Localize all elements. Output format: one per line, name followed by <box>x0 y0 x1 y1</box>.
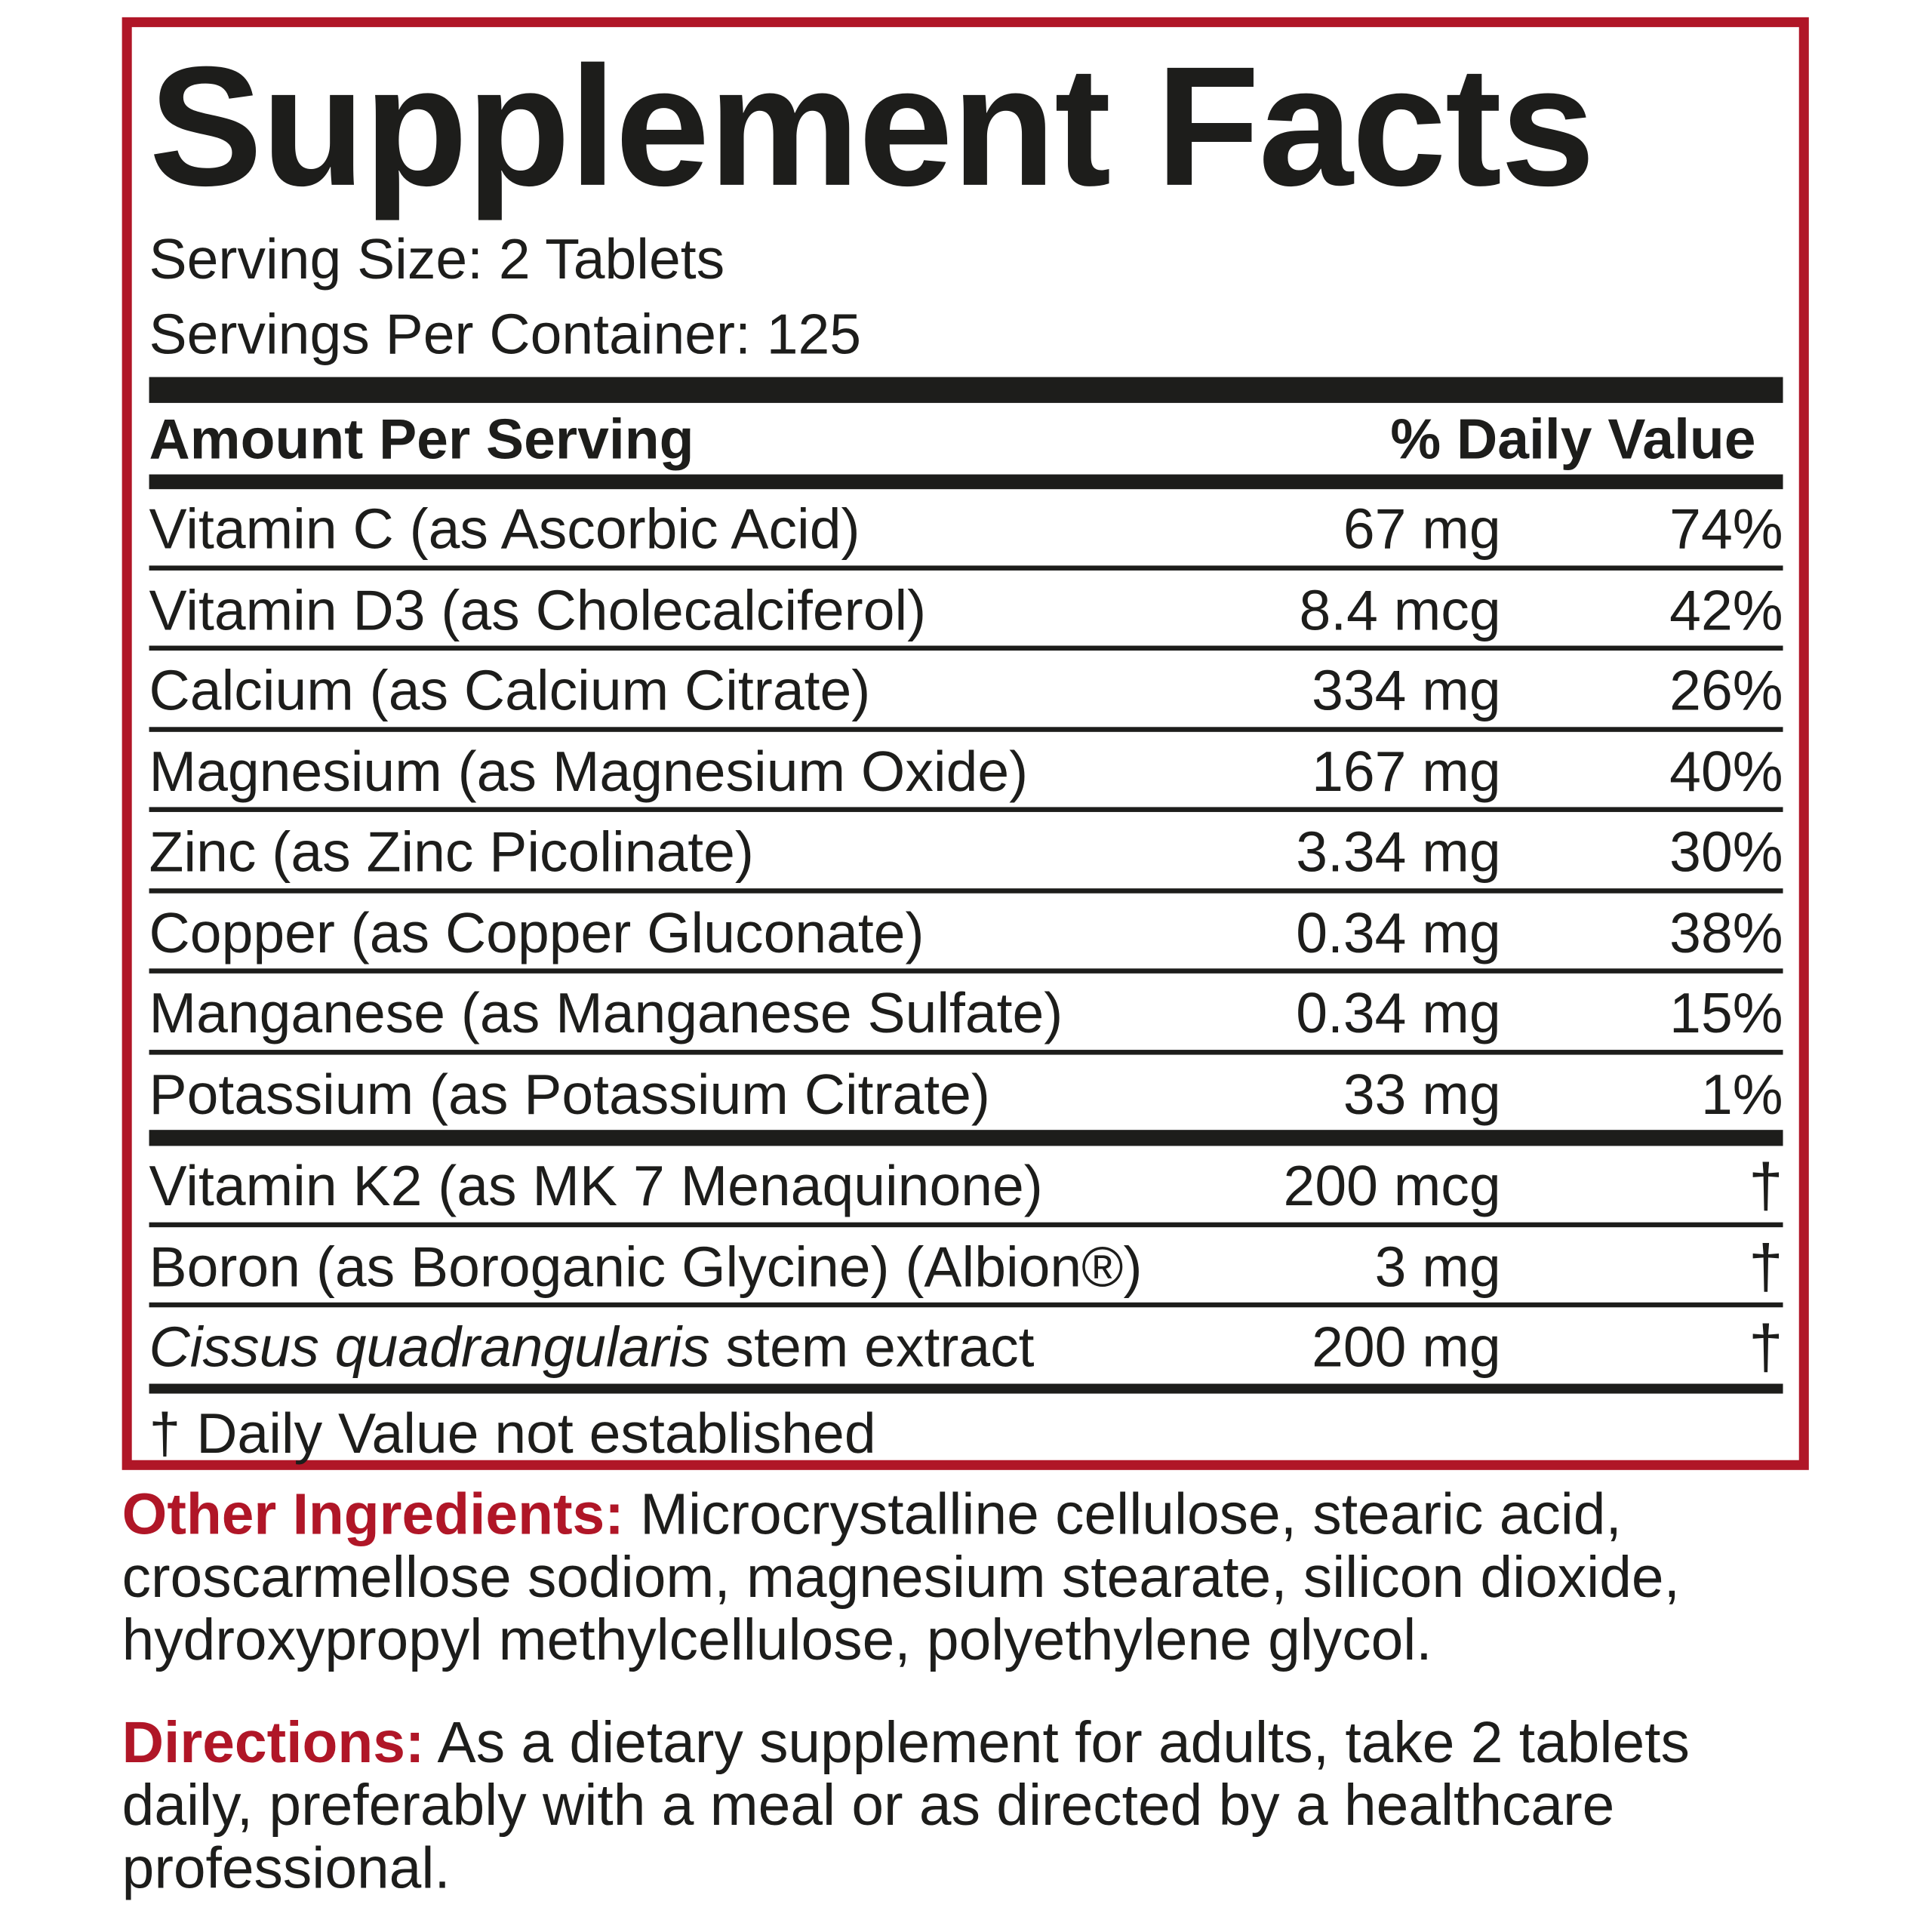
other-ingredients: Other Ingredients: Microcrystalline cell… <box>122 1482 1823 1671</box>
nutrient-row: Boron (as Boroganic Glycine) (Albion®) 3 … <box>149 1226 1783 1308</box>
nutrient-dv: 26% <box>1669 657 1783 722</box>
nutrient-dv: † <box>1749 1312 1783 1382</box>
divider <box>149 1130 1783 1146</box>
directions-text: As a dietary supplement for adults, take… <box>122 1709 1690 1900</box>
nutrient-dv: 74% <box>1669 496 1783 561</box>
nutrient-dv: † <box>1749 1231 1783 1301</box>
nutrient-dv: 30% <box>1669 819 1783 884</box>
nutrient-row: Magnesium (as Magnesium Oxide) 167 mg 40% <box>149 731 1783 812</box>
nutrient-row: Zinc (as Zinc Picolinate) 3.34 mg 30% <box>149 812 1783 893</box>
serving-size: Serving Size: 2 Tablets <box>149 226 725 291</box>
divider <box>149 474 1783 490</box>
divider-thick <box>149 377 1783 403</box>
nutrient-name-italic: Cissus quadrangularis <box>149 1315 710 1379</box>
nutrient-amount: 334 mg <box>1312 657 1501 722</box>
nutrient-name: Manganese (as Manganese Sulfate) <box>149 980 1063 1045</box>
servings-per-container: Servings Per Container: 125 <box>149 302 862 366</box>
table-header: Amount Per Serving % Daily Value <box>149 403 1783 475</box>
nutrient-name: Vitamin D3 (as Cholecalciferol) <box>149 577 927 641</box>
nutrient-name: Cissus quadrangularis stem extract <box>149 1307 1181 1383</box>
nutrient-amount: 0.34 mg <box>1296 980 1501 1045</box>
nutrient-name: Calcium (as Calcium Citrate) <box>149 657 871 722</box>
nutrient-row: Manganese (as Manganese Sulfate) 0.34 mg 1… <box>149 974 1783 1054</box>
nutrient-name-rest: stem extract <box>709 1315 1035 1379</box>
nutrient-dv: † <box>1749 1150 1783 1220</box>
nutrient-name: Boron (as Boroganic Glycine) (Albion®) <box>149 1234 1143 1299</box>
nutrient-row: Vitamin C (as Ascorbic Acid) 67 mg 74% <box>149 489 1783 571</box>
nutrient-name: Vitamin C (as Ascorbic Acid) <box>149 496 860 561</box>
nutrient-amount: 67 mg <box>1343 496 1501 561</box>
nutrient-name: Zinc (as Zinc Picolinate) <box>149 819 754 884</box>
nutrient-amount: 200 mg <box>1312 1315 1501 1379</box>
nutrient-amount: 3.34 mg <box>1296 819 1501 884</box>
nutrient-dv: 1% <box>1700 1061 1783 1126</box>
nutrient-row: Vitamin D3 (as Cholecalciferol) 8.4 mcg 42… <box>149 570 1783 651</box>
nutrient-name: Potassium (as Potassium Citrate) <box>149 1061 990 1126</box>
nutrient-name: Magnesium (as Magnesium Oxide) <box>149 738 1029 803</box>
directions-label: Directions: <box>122 1709 425 1775</box>
nutrient-amount: 8.4 mcg <box>1299 577 1501 641</box>
nutrient-amount: 0.34 mg <box>1296 900 1501 964</box>
nutrient-name: Vitamin K2 (as MK 7 Menaquinone) <box>149 1153 1043 1218</box>
footnote: † Daily Value not established <box>149 1400 876 1465</box>
other-ingredients-label: Other Ingredients: <box>122 1481 624 1547</box>
nutrient-row: Potassium (as Potassium Citrate) 33 mg 1% <box>149 1054 1783 1130</box>
amount-header: Amount Per Serving <box>149 406 694 471</box>
panel-title: Supplement Facts <box>149 32 1595 222</box>
nutrient-row: Copper (as Copper Gluconate) 0.34 mg 38% <box>149 893 1783 974</box>
nutrient-dv: 40% <box>1669 738 1783 803</box>
nutrient-row: Cissus quadrangularis stem extract 200 mg… <box>149 1307 1783 1383</box>
nutrient-amount: 167 mg <box>1312 738 1501 803</box>
nutrient-amount: 200 mcg <box>1283 1153 1501 1218</box>
supplement-facts-panel: Supplement Facts Serving Size: 2 Tablets… <box>122 17 1809 1470</box>
nutrient-amount: 33 mg <box>1343 1061 1501 1126</box>
nutrient-name: Copper (as Copper Gluconate) <box>149 900 924 964</box>
nutrient-amount: 3 mg <box>1374 1234 1501 1299</box>
directions: Directions: As a dietary supplement for … <box>122 1710 1700 1899</box>
nutrient-dv: 42% <box>1669 577 1783 641</box>
dv-header: % Daily Value <box>1390 406 1756 471</box>
nutrient-row: Vitamin K2 (as MK 7 Menaquinone) 200 mcg † <box>149 1146 1783 1227</box>
nutrient-dv: 15% <box>1669 980 1783 1045</box>
divider <box>149 1383 1783 1393</box>
other-ingredients-text: Microcrystalline cellulose, stearic acid… <box>122 1481 1680 1672</box>
nutrient-dv: 38% <box>1669 900 1783 964</box>
nutrient-row: Calcium (as Calcium Citrate) 334 mg 26% <box>149 651 1783 732</box>
